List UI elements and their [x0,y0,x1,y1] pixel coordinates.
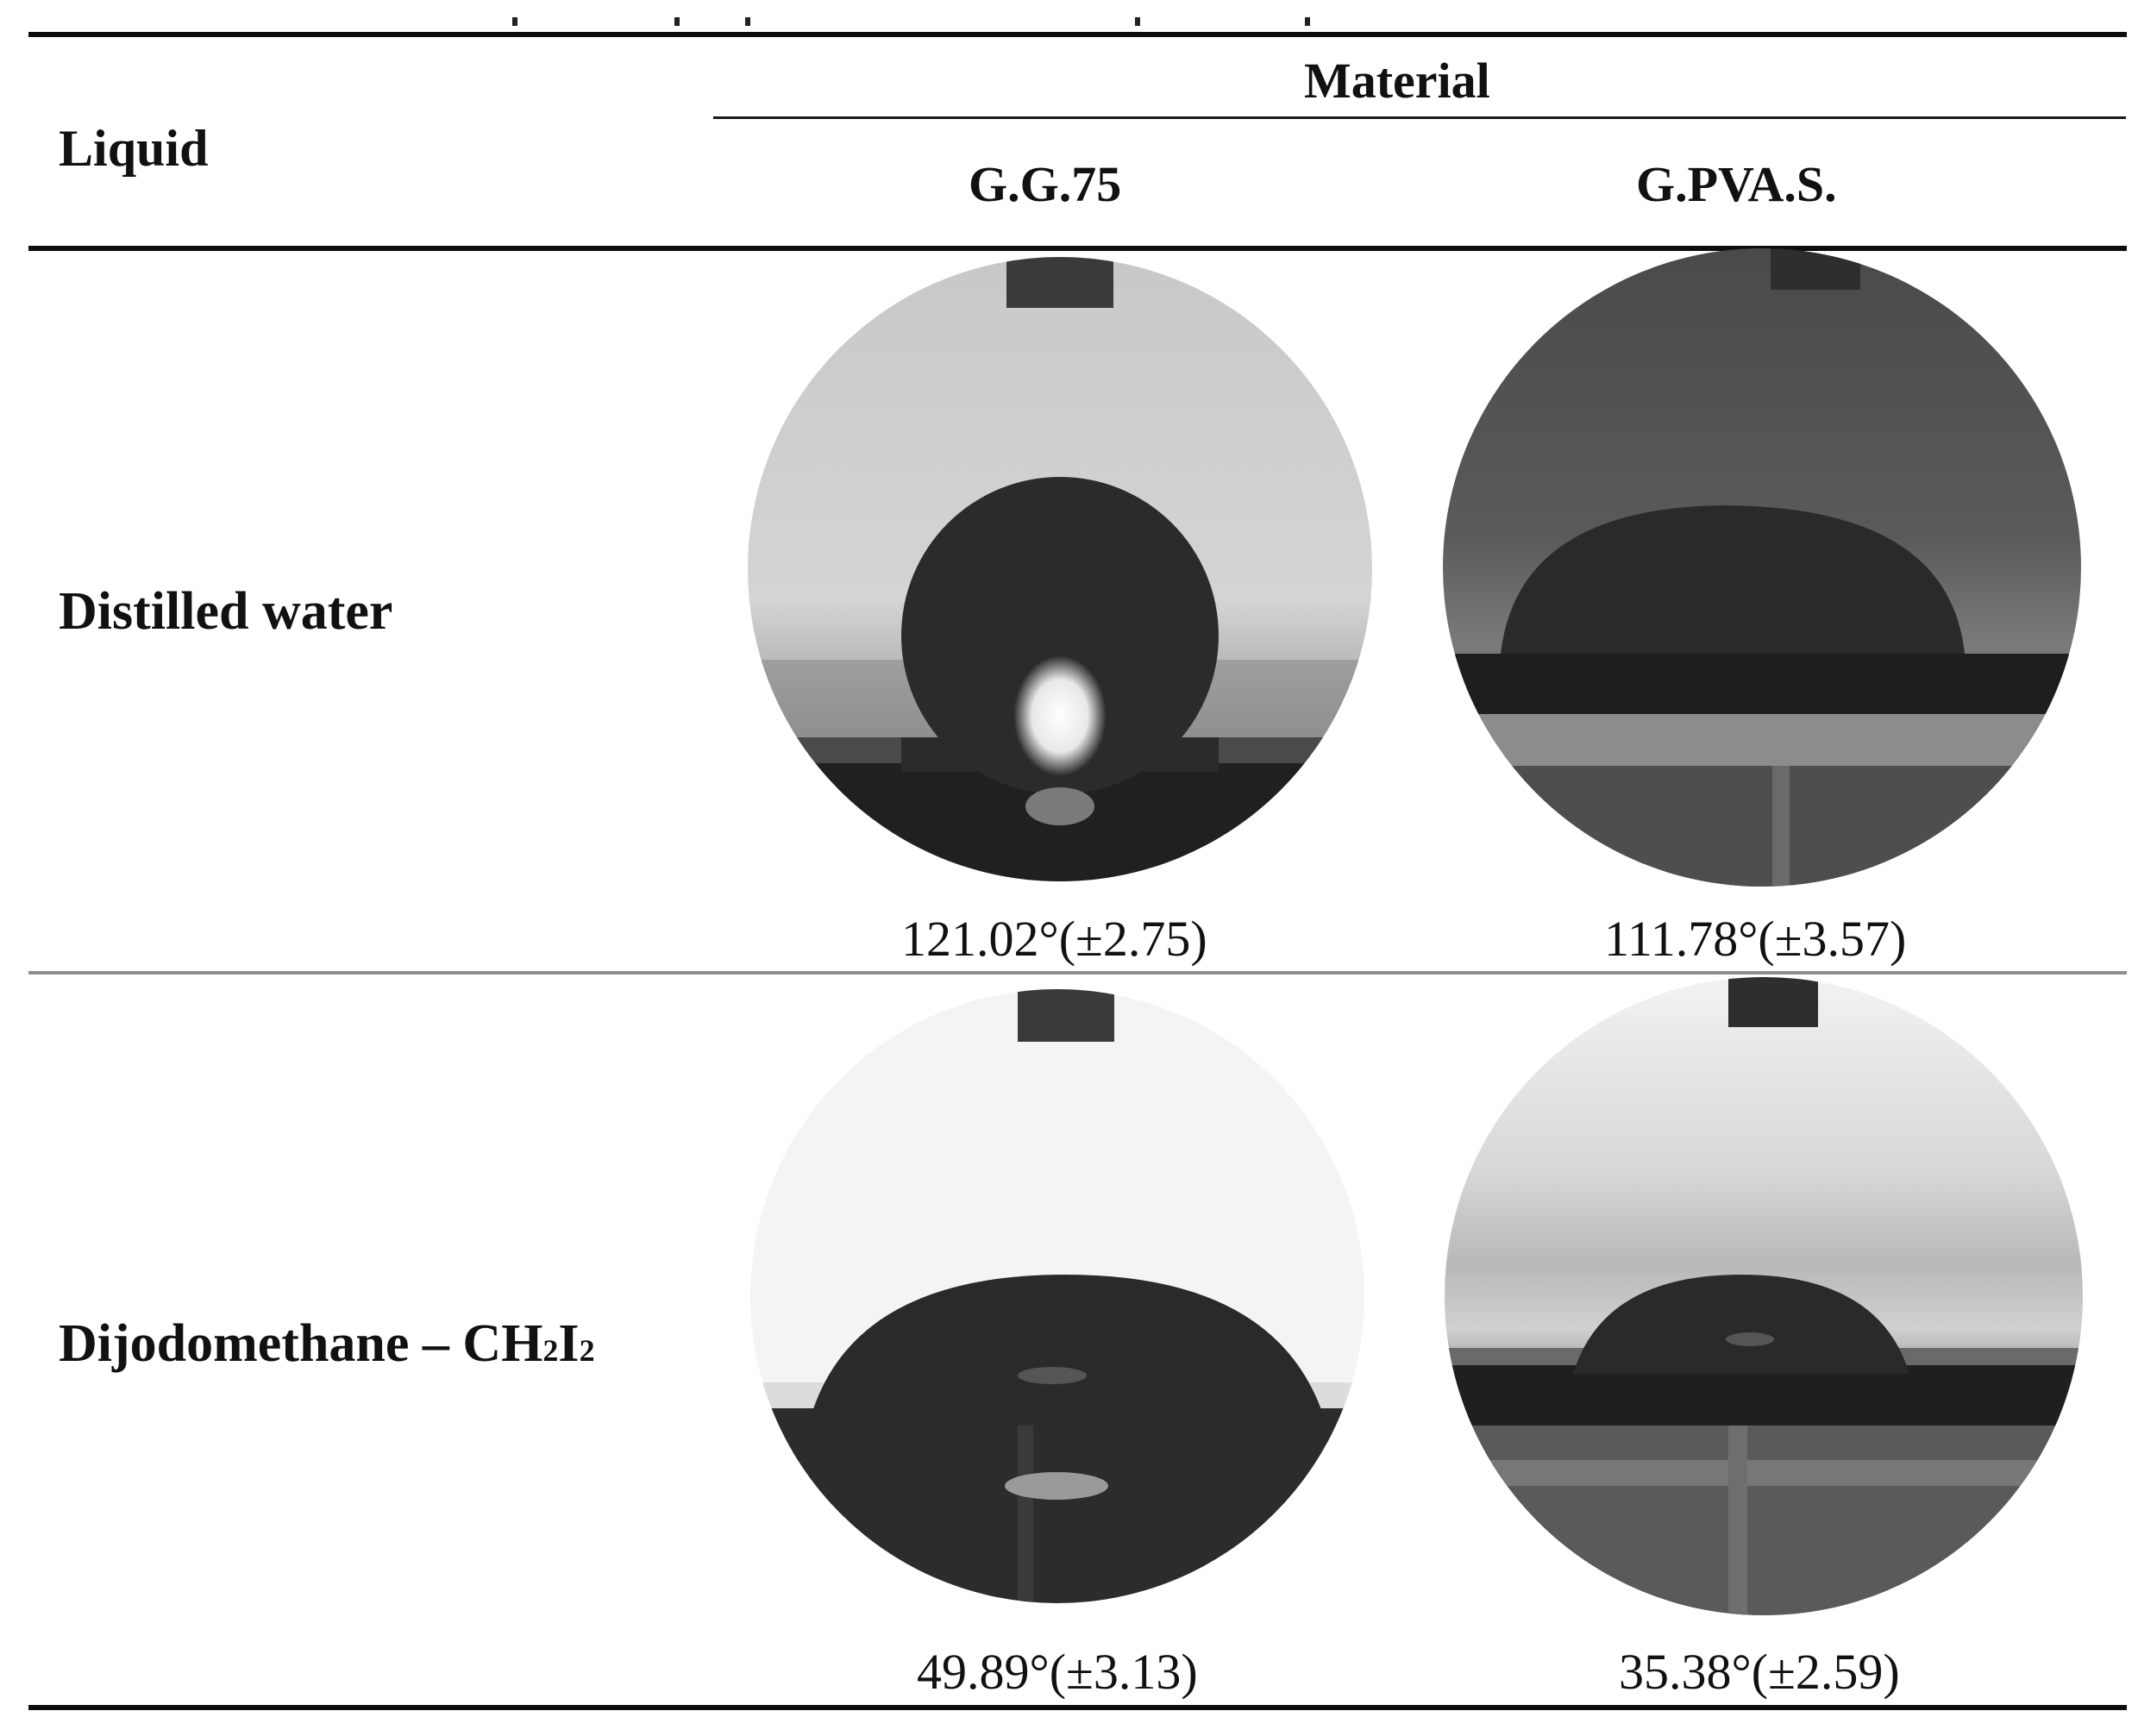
contact-angle-gpvas-diiodomethane: 35.38°(±2.59) [1619,1644,1900,1700]
header-material: Material [1304,53,1490,109]
header-column-gg75: G.G.75 [969,156,1122,212]
droplet-photo-gg75-diiodomethane [750,977,1364,1615]
droplet-photo-gpvas-water [1440,248,2084,887]
table-header-rule [28,246,2127,251]
row-label-distilled-water: Distilled water [59,582,393,641]
table-top-rule [28,32,2127,37]
material-underline [713,116,2126,119]
header-column-gpvas: G.PVA.S. [1636,156,1837,212]
droplet-photo-gpvas-diiodomethane [1444,977,2084,1615]
header-liquid: Liquid [59,120,209,177]
table-row-divider [28,971,2127,975]
droplet-photo-gg75-water [743,254,1376,884]
contact-angle-gpvas-water: 111.78°(±3.57) [1604,911,1907,967]
contact-angle-gg75-water: 121.02°(±2.75) [901,911,1207,967]
table-bottom-rule [28,1705,2127,1710]
contact-angle-gg75-diiodomethane: 49.89°(±3.13) [917,1644,1198,1700]
row-label-dijodomethane: Dijodomethane – CH2I2 [59,1314,595,1373]
